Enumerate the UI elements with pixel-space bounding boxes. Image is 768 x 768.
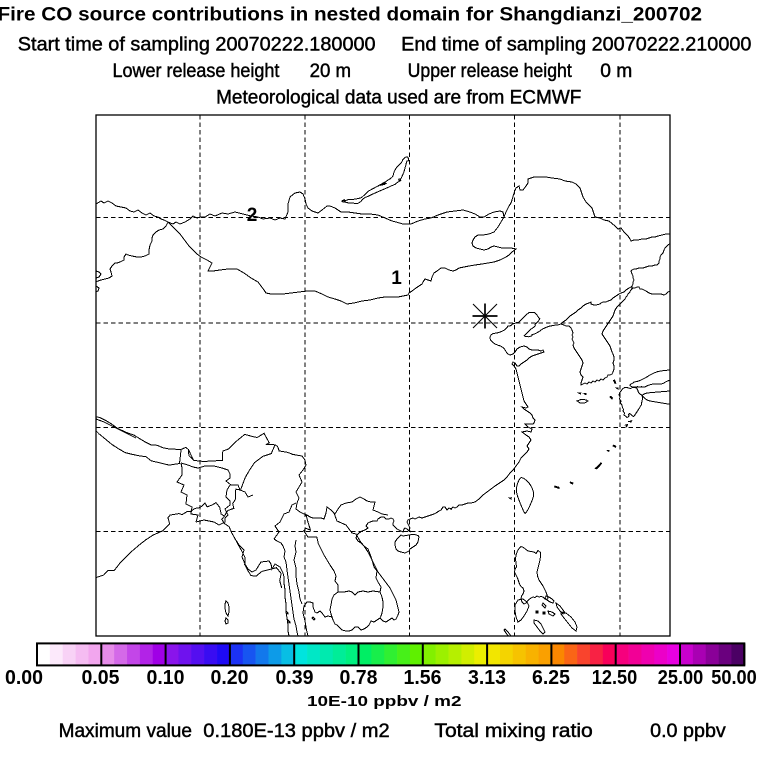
svg-text:10E-10 ppbv / m2: 10E-10 ppbv / m2 xyxy=(307,693,462,710)
svg-text:0.10: 0.10 xyxy=(147,666,185,689)
svg-text:End time of sampling 20070222.: End time of sampling 20070222.210000 xyxy=(401,33,751,55)
svg-text:0.20: 0.20 xyxy=(211,666,249,689)
svg-text:0.39: 0.39 xyxy=(276,666,314,689)
svg-text:1: 1 xyxy=(391,268,402,289)
svg-text:Maximum value: Maximum value xyxy=(59,720,192,742)
svg-text:Total mixing ratio: Total mixing ratio xyxy=(434,720,593,742)
svg-text:Start time of sampling 2007022: Start time of sampling 20070222.180000 xyxy=(18,33,376,55)
svg-text:2: 2 xyxy=(247,205,258,226)
svg-text:0 m: 0 m xyxy=(600,60,632,82)
svg-text:0.00: 0.00 xyxy=(5,666,43,689)
svg-text:25.00: 25.00 xyxy=(658,666,704,689)
svg-text:Fire CO source contributions i: Fire CO source contributions in nested d… xyxy=(0,4,702,25)
svg-text:6.25: 6.25 xyxy=(532,666,570,689)
svg-text:Lower release height: Lower release height xyxy=(113,60,280,82)
svg-text:Meteorological data used are f: Meteorological data used are from ECMWF xyxy=(216,87,581,109)
svg-text:50.00: 50.00 xyxy=(711,666,757,689)
svg-text:0.05: 0.05 xyxy=(82,666,120,689)
svg-text:0.0 ppbv: 0.0 ppbv xyxy=(650,720,726,742)
svg-text:1.56: 1.56 xyxy=(404,666,442,689)
svg-text:0.180E-13 ppbv / m2: 0.180E-13 ppbv / m2 xyxy=(203,720,389,742)
svg-text:12.50: 12.50 xyxy=(592,666,638,689)
svg-text:0.78: 0.78 xyxy=(340,666,378,689)
svg-text:20 m: 20 m xyxy=(310,60,352,82)
svg-text:3.13: 3.13 xyxy=(468,666,506,689)
svg-text:Upper release height: Upper release height xyxy=(408,60,573,82)
